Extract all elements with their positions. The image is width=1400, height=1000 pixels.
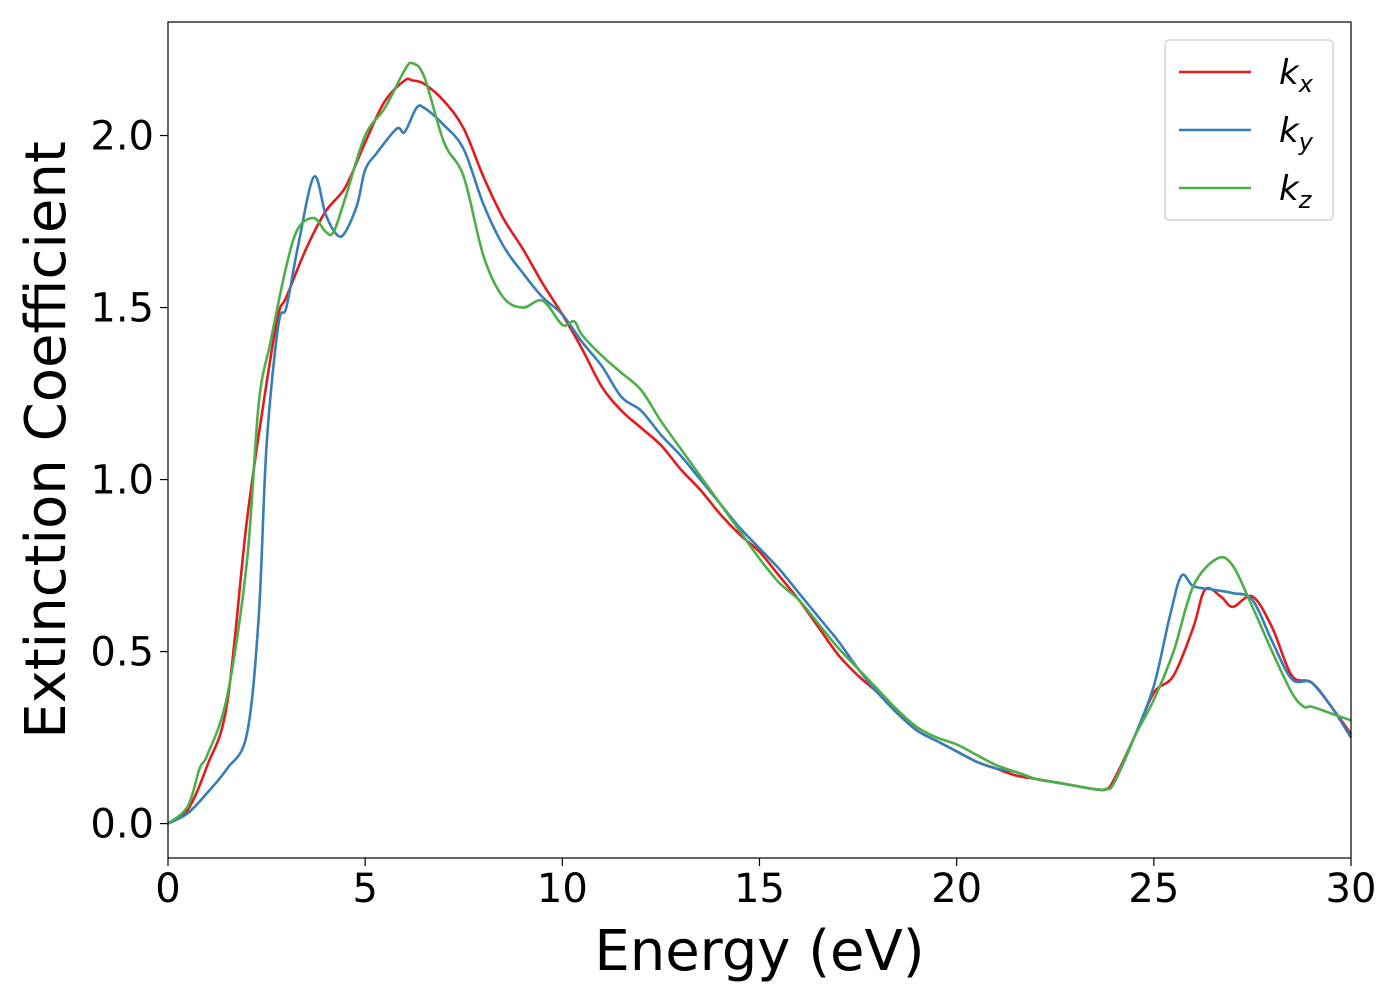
series-layer (167, 61, 1353, 825)
legend-label-x: kx (1279, 53, 1314, 98)
legend-label-subscript: x (1298, 70, 1314, 98)
legend-label-subscript: z (1298, 186, 1313, 214)
y-tick-label: 0.5 (90, 630, 154, 676)
y-axis-title: Extinction Coefficient (14, 141, 79, 739)
x-axis-title: Energy (eV) (594, 919, 924, 984)
legend-label-base: k (1279, 53, 1300, 93)
y-tick-label: 0.0 (90, 802, 154, 848)
x-tick-label: 15 (734, 866, 785, 912)
legend-label-y: ky (1279, 111, 1314, 156)
x-tick-label: 20 (931, 866, 982, 912)
series-line-y (167, 104, 1353, 825)
series-line-z (167, 61, 1352, 825)
x-tick-label: 0 (155, 866, 180, 912)
x-tick-label: 30 (1326, 866, 1377, 912)
y-tick-label: 1.0 (90, 458, 154, 504)
legend-label-base: k (1279, 169, 1300, 209)
legend-label-subscript: y (1298, 128, 1314, 156)
legend-label-z: kz (1279, 169, 1313, 214)
y-tick-label: 1.5 (90, 286, 154, 332)
x-tick-label: 25 (1128, 866, 1179, 912)
legend-label-base: k (1279, 111, 1300, 151)
ticks-layer: 0 5 10 15 20 25 30 0.0 0.5 1.0 1.5 2.0 (90, 114, 1376, 912)
x-tick-label: 5 (352, 866, 377, 912)
x-tick-label: 10 (537, 866, 588, 912)
y-tick-label: 2.0 (90, 114, 154, 160)
